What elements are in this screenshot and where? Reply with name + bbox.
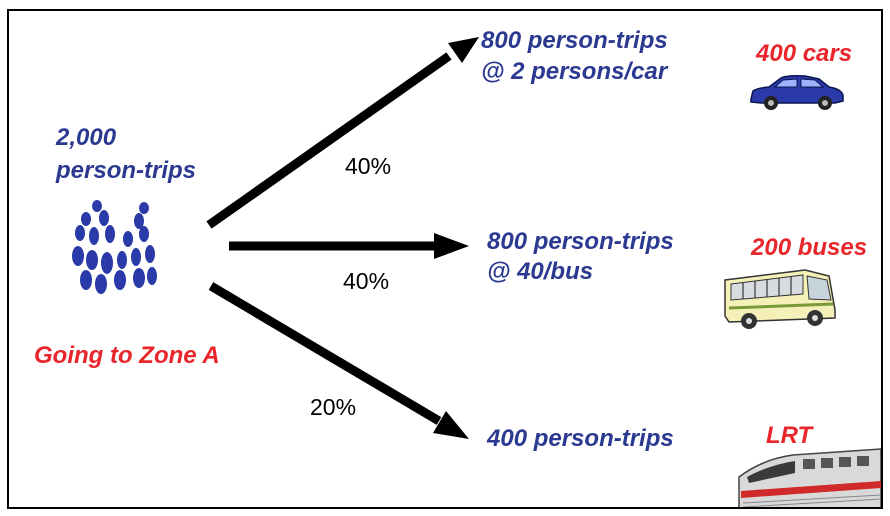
- train-icon: [738, 448, 881, 507]
- lrt-trips-line1: 400 person-trips: [487, 425, 674, 452]
- car-trips-line2: @ 2 persons/car: [481, 58, 668, 85]
- car-count: 400 cars: [756, 40, 853, 67]
- car-trips-line1: 800 person-trips: [481, 27, 668, 54]
- origin-unit: person-trips: [56, 157, 197, 184]
- bus-trips-line2: @ 40/bus: [487, 258, 594, 285]
- lrt-label: LRT: [766, 422, 813, 449]
- arrowhead-car: [448, 37, 479, 63]
- car-icon: [750, 75, 844, 110]
- share-lrt: 20%: [310, 394, 357, 420]
- bus-icon: [724, 269, 836, 329]
- bus-count: 200 buses: [751, 234, 868, 261]
- diagram-frame: 2,000 person-trips Going to Zon: [7, 9, 883, 509]
- destination-label: Going to Zone A: [34, 342, 220, 369]
- people-group-icon: [72, 200, 157, 294]
- share-car: 40%: [345, 153, 392, 179]
- arrowhead-lrt: [433, 411, 469, 439]
- arrowhead-bus: [434, 233, 469, 259]
- mode-split-arrows: [206, 37, 479, 439]
- share-bus: 40%: [343, 268, 390, 294]
- arrow-lrt: [208, 282, 442, 425]
- arrow-car: [206, 52, 452, 229]
- bus-trips-line1: 800 person-trips: [487, 228, 674, 255]
- origin-count: 2,000: [56, 124, 117, 151]
